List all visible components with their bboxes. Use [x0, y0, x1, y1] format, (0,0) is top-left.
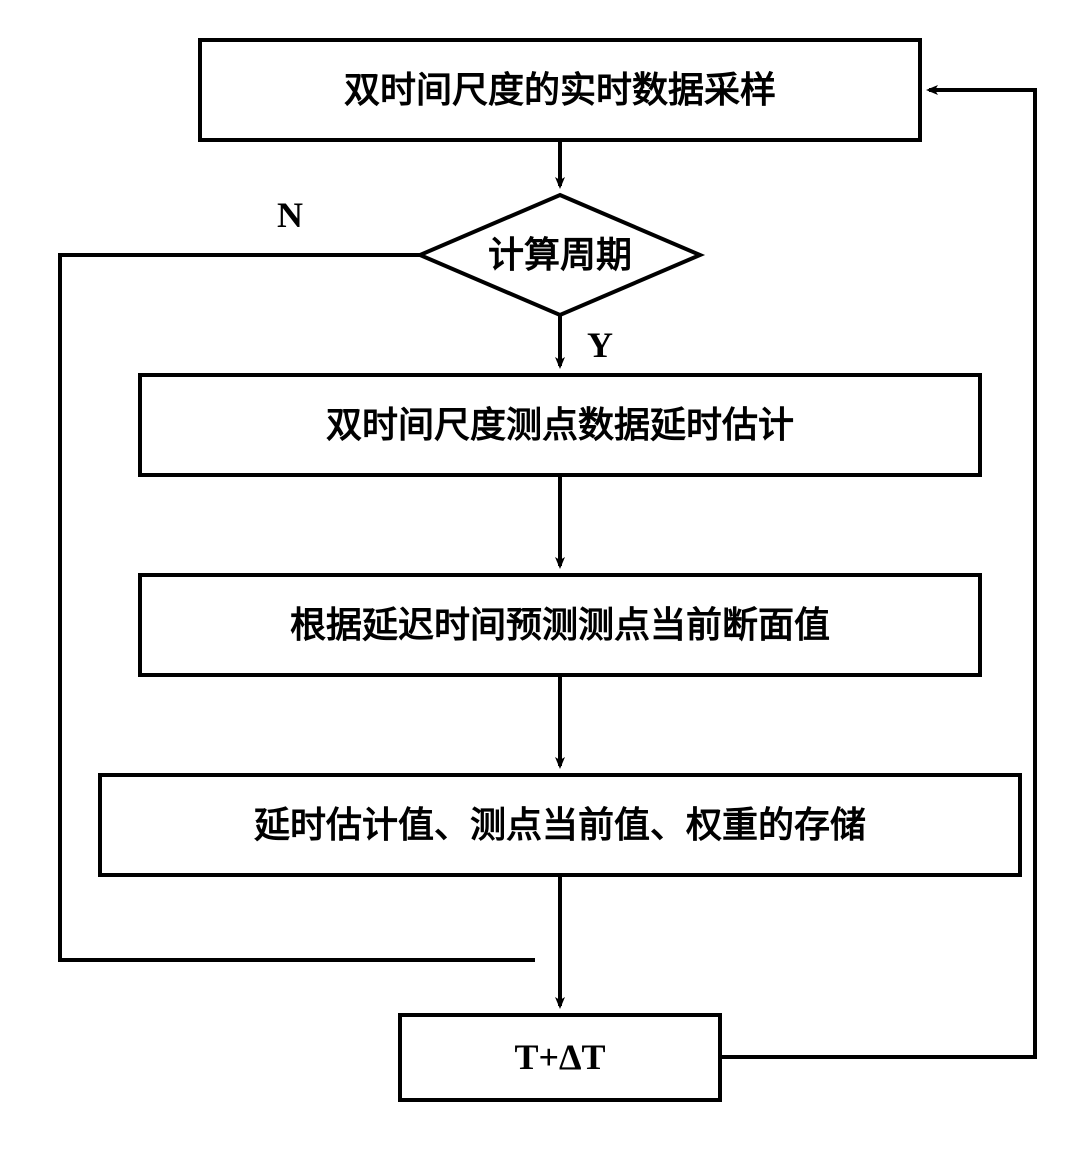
node-predict-label: 根据延迟时间预测测点当前断面值 [290, 605, 830, 645]
edge-label-yes: Y [587, 325, 613, 365]
flowchart-canvas: 双时间尺度的实时数据采样 计算周期 N Y 双时间尺度测点数据延时估计 根据延迟… [0, 0, 1084, 1173]
node-period-label: 计算周期 [488, 235, 632, 275]
node-sampling-label: 双时间尺度的实时数据采样 [344, 70, 776, 110]
node-time-step-label: T+ΔT [514, 1037, 605, 1077]
node-store-label: 延时估计值、测点当前值、权重的存储 [254, 805, 866, 845]
edge-label-no: N [277, 195, 303, 235]
node-delay-estimate-label: 双时间尺度测点数据延时估计 [326, 405, 794, 445]
